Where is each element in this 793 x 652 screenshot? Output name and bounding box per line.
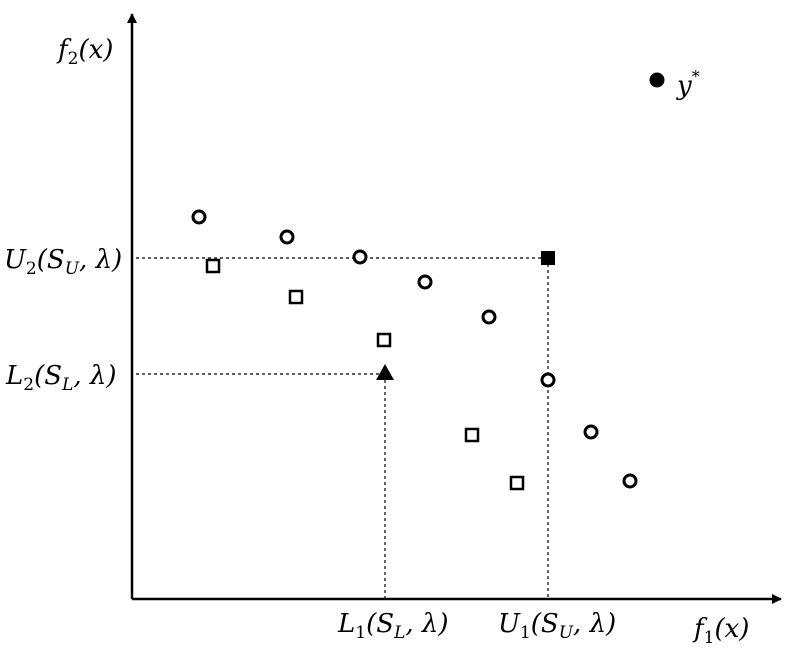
ideal-point-label: y* [676,67,700,101]
ideal-point-marker [649,72,665,88]
lower-set-square-point [464,427,480,443]
lower-set-square-point [205,258,221,274]
upper-set-circle-point [279,229,295,245]
lower-set-square-point [376,332,392,348]
u1-label: U1(SU, λ) [498,609,616,643]
l2-label: L2(SL, λ) [5,361,117,395]
l1-label: L1(SL, λ) [337,609,449,643]
y-axis-label: f2(x) [56,35,113,69]
lower-set-square-point [288,289,304,305]
upper-bound-filled-square [541,251,555,265]
upper-set-circle-point [583,424,599,440]
x-axis-label: f1(x) [692,614,749,647]
lower-set-square-point [509,475,525,491]
lower-bound-filled-triangle [376,364,394,380]
upper-set-circle-point [540,372,556,388]
upper-set-circle-point [481,309,497,325]
upper-set-circle-point [622,473,638,489]
upper-set-circle-point [191,209,207,225]
upper-set-circle-point [352,249,368,265]
upper-set-circle-point [417,274,433,290]
u2-label: U2(SU, λ) [4,245,122,279]
